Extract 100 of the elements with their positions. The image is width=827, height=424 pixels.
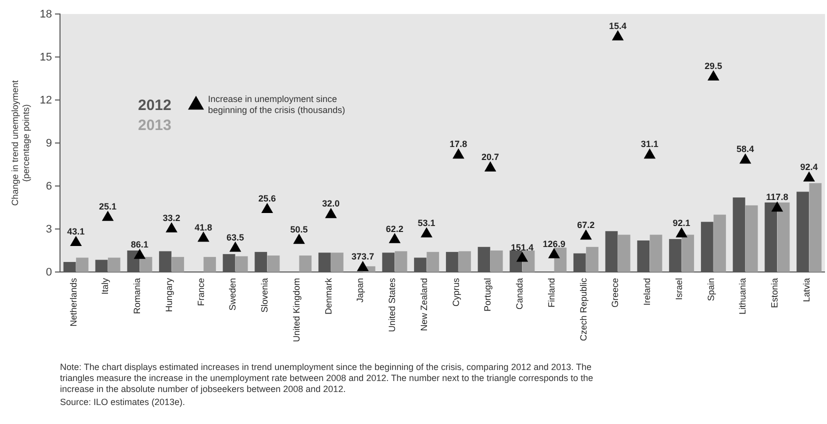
- point: [198, 232, 210, 242]
- bar: [682, 234, 694, 272]
- point: [356, 260, 369, 272]
- y-tick-label: 18: [40, 8, 52, 21]
- annotation: 63.5: [226, 232, 244, 242]
- x-tick-label: Lithuania: [738, 278, 748, 315]
- annotation: 86.1: [130, 240, 148, 250]
- annotation: 151.4: [510, 242, 534, 252]
- point: [229, 242, 242, 252]
- x-tick-label: New Zealand: [418, 278, 429, 332]
- x-tick-label: Denmark: [323, 278, 334, 315]
- y-tick-label: 6: [46, 180, 52, 193]
- x-tick-label: United States: [386, 278, 397, 332]
- annotation: 31.1: [640, 139, 658, 150]
- annotation: 17.8: [450, 139, 468, 150]
- bar: [267, 256, 280, 272]
- bar: [172, 256, 184, 272]
- annotation: 373.7: [352, 252, 374, 262]
- point: [708, 70, 720, 80]
- point: [612, 30, 624, 40]
- point: [102, 210, 114, 221]
- y-tick-label: 15: [40, 52, 52, 64]
- x-tick-label: Greece: [610, 278, 620, 308]
- x-tick-label: Israel: [674, 278, 684, 300]
- x-tick-label: Czech Republic: [578, 278, 588, 342]
- point: [771, 201, 784, 212]
- x-tick-label: Hungary: [164, 278, 174, 312]
- point: [739, 153, 752, 164]
- x-tick-label: Sweden: [228, 278, 238, 311]
- annotation: 126.9: [542, 238, 566, 249]
- annotation: 53.1: [418, 218, 436, 228]
- y-tick-label: 0: [46, 266, 52, 279]
- annotation: 15.4: [609, 20, 627, 31]
- annotation: 43.1: [67, 226, 85, 237]
- x-tick-label: Italy: [100, 278, 110, 295]
- x-tick-label: Canada: [514, 278, 524, 310]
- x-tick-label: Estonia: [769, 278, 780, 308]
- bar: [714, 214, 726, 272]
- annotation: 67.2: [577, 220, 595, 230]
- point: [644, 148, 656, 159]
- bar: [490, 250, 503, 272]
- point: [803, 171, 815, 182]
- point: [70, 236, 82, 246]
- bar: [554, 248, 567, 272]
- bar: [586, 246, 598, 272]
- point: [293, 234, 305, 244]
- annotation: 50.5: [290, 224, 308, 234]
- annotation: 58.4: [736, 144, 754, 154]
- y-tick-label: 3: [46, 224, 52, 236]
- source-note: Source: ILO estimates (2013e).: [60, 397, 186, 407]
- bar: [777, 202, 790, 272]
- x-tick-label: Latvia: [801, 278, 812, 302]
- x-tick-label: Spain: [706, 278, 716, 302]
- point: [325, 208, 337, 218]
- x-tick-label: Ireland: [642, 278, 652, 306]
- bar: [426, 252, 440, 272]
- annotation: 25.1: [99, 202, 117, 212]
- bar: [394, 251, 408, 272]
- x-tick-label: United Kingdom: [291, 278, 302, 342]
- point: [261, 202, 274, 214]
- point: [134, 248, 146, 259]
- bar: [299, 256, 312, 272]
- bar: [809, 183, 822, 272]
- annotation: 62.2: [386, 224, 404, 234]
- point: [484, 161, 496, 172]
- point: [420, 227, 432, 238]
- x-tick-label: France: [196, 278, 206, 306]
- annotation: 117.8: [766, 192, 788, 202]
- annotation: 20.7: [482, 152, 500, 162]
- y-tick-label: 9: [46, 138, 52, 150]
- annotation: 32.0: [322, 198, 340, 209]
- bar: [76, 258, 88, 272]
- annotation: 33.2: [162, 213, 180, 223]
- x-tick-label: Slovenia: [259, 278, 270, 313]
- annotation: 92.1: [672, 218, 690, 228]
- annotation: 25.6: [258, 194, 276, 204]
- bar: [331, 252, 344, 272]
- bar: [650, 234, 662, 272]
- y-tick-label: 12: [40, 94, 52, 107]
- point: [452, 148, 464, 159]
- bar: [204, 256, 216, 272]
- text: 2013: [138, 117, 172, 134]
- x-tick-label: Cyprus: [450, 278, 461, 307]
- annotation: 92.4: [800, 162, 818, 172]
- point: [388, 232, 401, 244]
- x-tick-label: Portugal: [482, 278, 493, 312]
- x-tick-label: Romania: [132, 278, 142, 314]
- bar: [618, 234, 630, 272]
- legend-label: Increase in unemployment since beginning of the crisis (thousands): [208, 94, 346, 115]
- annotation: 41.8: [194, 222, 212, 232]
- point: [166, 222, 178, 232]
- x-tick-label: Netherlands: [68, 278, 78, 327]
- bar: [108, 258, 120, 272]
- text: Note: The chart displays estimated increases in trend unemployment since the beginning of the crisis, comparing 2012 and 2013. The triangles measure the increase in the unemployment rate between 2008 and 2012. The number next to the triangle corresponds to the increase in the absolute number of jobseekers between 2008 and 2012.: [60, 362, 594, 394]
- point: [676, 227, 688, 238]
- bar: [235, 256, 248, 272]
- y-axis-title: Change in trend unemployment (percentage points): [10, 80, 31, 206]
- point: [580, 229, 592, 240]
- annotation: 29.5: [704, 61, 722, 72]
- text: 2012: [138, 97, 172, 114]
